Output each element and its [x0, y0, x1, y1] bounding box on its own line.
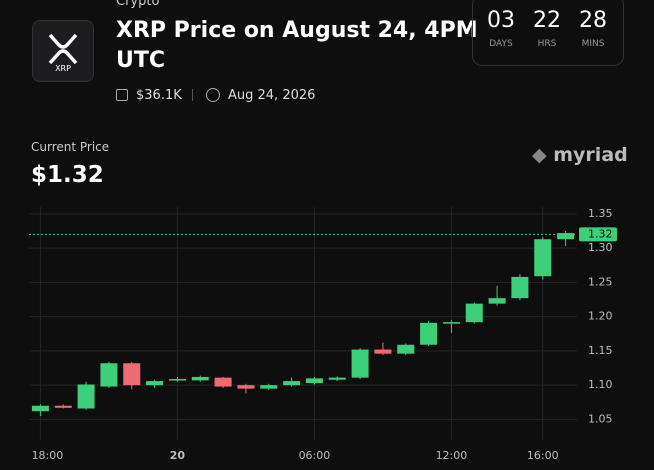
volume: $36.1K	[136, 88, 182, 103]
y-tick-label: 1.05	[588, 412, 613, 425]
candle-body	[237, 385, 255, 389]
current-price-text: 1.32	[588, 227, 613, 240]
divider	[192, 89, 193, 101]
y-tick-label: 1.20	[588, 310, 613, 323]
candle-body	[465, 303, 483, 323]
candle-body	[123, 363, 141, 386]
candle-body	[397, 344, 415, 354]
logo-icon	[48, 33, 78, 65]
category[interactable]: Crypto	[116, 0, 160, 9]
candle-body	[168, 379, 186, 381]
countdown-unit: DAYS	[489, 39, 513, 49]
countdown-unit: HRS	[537, 39, 557, 49]
y-tick-label: 1.15	[588, 344, 613, 357]
countdown-value: 22	[533, 8, 561, 33]
volume-icon	[116, 89, 128, 101]
candle-body	[31, 405, 49, 412]
countdown	[472, 0, 624, 66]
y-tick-label: 1.25	[588, 275, 613, 288]
candle-body	[191, 376, 209, 381]
brand-name: myriad	[553, 144, 628, 166]
candle-body	[534, 239, 552, 277]
y-tick-label: 1.30	[588, 241, 613, 254]
clock-icon	[206, 88, 220, 102]
candle-body	[420, 322, 438, 345]
candle-body	[488, 298, 506, 304]
candle-body	[305, 378, 323, 384]
x-tick-label: 12:00	[436, 449, 468, 462]
logo: XRP	[32, 20, 94, 82]
brand: ◆ myriad	[532, 144, 628, 166]
candle-body	[374, 349, 392, 354]
price-value: $1.32	[31, 162, 104, 188]
candle-body	[260, 385, 278, 389]
title: XRP Price on August 24, 4PM	[116, 18, 478, 43]
x-tick-label: 18:00	[32, 449, 64, 462]
candle-body	[442, 322, 460, 324]
countdown-value: 03	[487, 8, 515, 33]
y-tick-label: 1.10	[588, 378, 613, 391]
logo-text: XRP	[55, 64, 71, 73]
candle-body	[328, 377, 346, 380]
candle-body	[283, 381, 301, 386]
candle-body	[351, 349, 369, 378]
candle-body	[214, 377, 232, 387]
y-tick-label: 1.35	[588, 207, 613, 220]
candle-body	[146, 381, 164, 386]
title: UTC	[116, 48, 166, 73]
x-tick-label: 06:00	[299, 449, 331, 462]
candle-body	[511, 276, 529, 299]
current-price-tag	[579, 227, 617, 242]
x-tick-label: 20	[170, 449, 186, 462]
candle-body	[77, 384, 95, 409]
candle-body	[557, 233, 575, 240]
countdown-unit: MINS	[581, 39, 605, 49]
countdown-value: 28	[579, 8, 607, 33]
candle-body	[54, 405, 72, 408]
date: Aug 24, 2026	[228, 88, 316, 103]
x-tick-label: 16:00	[527, 449, 559, 462]
price-label: Current Price	[31, 140, 110, 154]
candle-body	[100, 363, 118, 387]
